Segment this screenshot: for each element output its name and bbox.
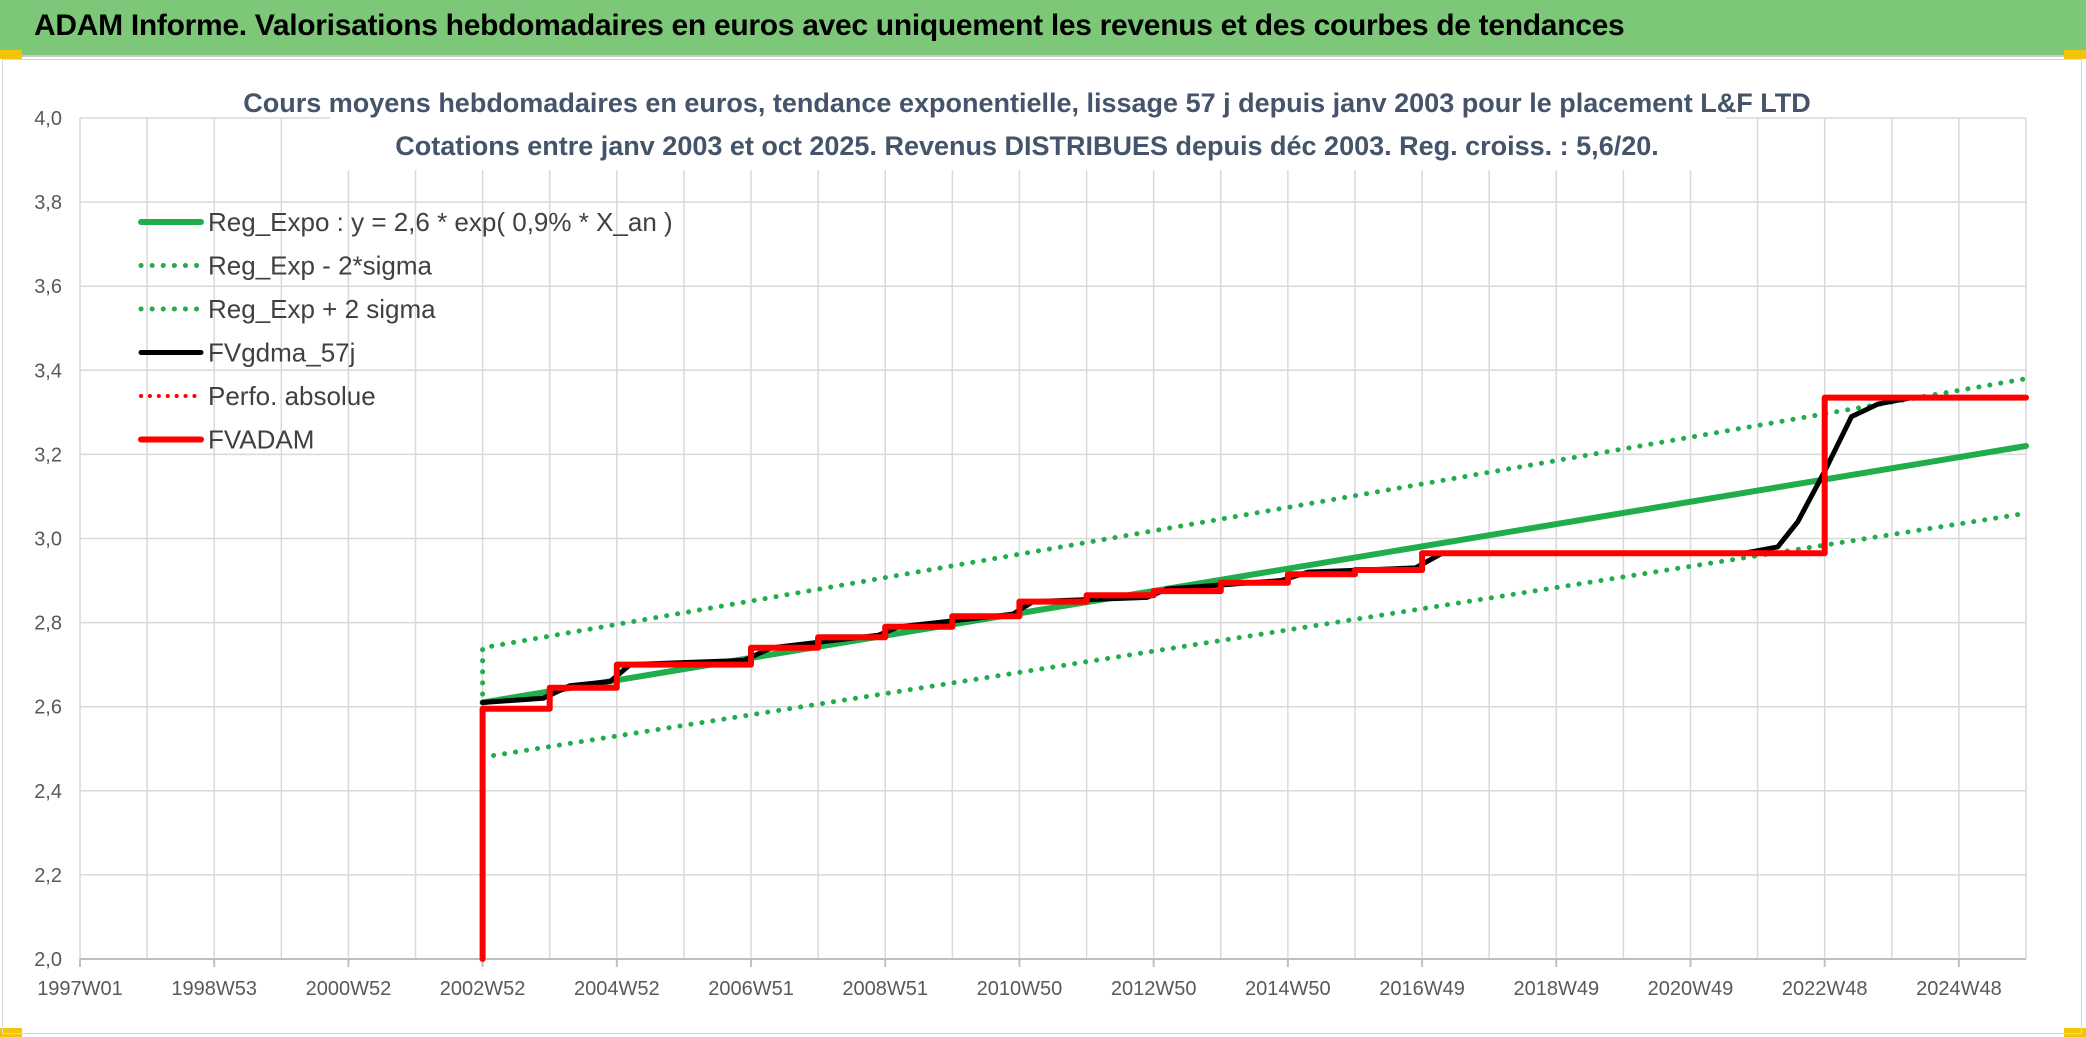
y-tick-label: 2,4: [34, 781, 62, 803]
y-tick-label: 3,6: [34, 276, 62, 298]
y-tick-label: 3,2: [34, 444, 62, 466]
corner-accent-bottom-left: [0, 1028, 22, 1037]
grid-layer: [79, 117, 2027, 960]
x-tick-label: 2014W50: [1245, 978, 1331, 1000]
y-tick-label: 2,6: [34, 697, 62, 719]
axis-layer: 2,0 2,2 2,4 2,6 2,8 3,0 3,2 3,4 3,6 3,8 4,0 1997W01…: [34, 108, 2026, 1000]
x-tick-label: 1998W53: [171, 978, 257, 1000]
legend-label: Perfo. absolue: [208, 381, 376, 411]
legend-label: Reg_Exp - 2*sigma: [208, 251, 433, 281]
x-tick-label: 2010W50: [977, 978, 1063, 1000]
x-tick-label: 2022W48: [1782, 978, 1868, 1000]
y-tick-label: 2,0: [34, 949, 62, 971]
x-tick-label: 2004W52: [574, 978, 660, 1000]
x-tick-label: 2002W52: [440, 978, 526, 1000]
x-tick-label: 2018W49: [1513, 978, 1599, 1000]
corner-accent-left: [0, 50, 22, 59]
x-tick-label: 2006W51: [708, 978, 794, 1000]
x-tick-label: 2008W51: [842, 978, 928, 1000]
x-tick-label: 1997W01: [37, 978, 123, 1000]
series-line-4: [480, 395, 2029, 705]
report-title: ADAM Informe. Valorisations hebdomadaire…: [34, 9, 1625, 42]
chart-subtitle: Cotations entre janv 2003 et oct 2025. R…: [395, 131, 1659, 161]
y-tick-label: 3,8: [34, 192, 62, 214]
x-tick-label: 2000W52: [306, 978, 392, 1000]
corner-accent-bottom-right: [2064, 1028, 2086, 1037]
legend-label: FVADAM: [208, 425, 314, 455]
corner-accent-right: [2064, 50, 2086, 59]
y-tick-label: 2,2: [34, 865, 62, 887]
header-banner: ADAM Informe. Valorisations hebdomadaire…: [0, 0, 2086, 57]
chart-title: Cours moyens hebdomadaires en euros, ten…: [243, 88, 1810, 118]
series-line-2: [480, 510, 2029, 760]
series-layer: [479, 376, 2029, 962]
legend-label: Reg_Exp + 2 sigma: [208, 294, 436, 324]
y-tick-label: 3,4: [34, 360, 62, 382]
x-tick-label: 2020W49: [1648, 978, 1734, 1000]
title-background: [330, 86, 1726, 170]
y-tick-label: 2,8: [34, 613, 62, 635]
series-line-3: [480, 376, 2029, 697]
y-tick-label: 3,0: [34, 529, 62, 551]
legend-label: FVgdma_57j: [208, 338, 355, 368]
x-tick-label: 2024W48: [1916, 978, 2002, 1000]
legend-label: Reg_Expo : y = 2,6 * exp( 0,9% * X_an ): [208, 207, 673, 237]
chart-frame: [2, 59, 2082, 1034]
series-line-6: [479, 394, 2029, 962]
x-tick-label: 2012W50: [1111, 978, 1197, 1000]
y-tick-label: 4,0: [34, 108, 62, 130]
x-tick-label: 2016W49: [1379, 978, 1465, 1000]
legend: Reg_Expo : y = 2,6 * exp( 0,9% * X_an ) R…: [138, 207, 673, 455]
